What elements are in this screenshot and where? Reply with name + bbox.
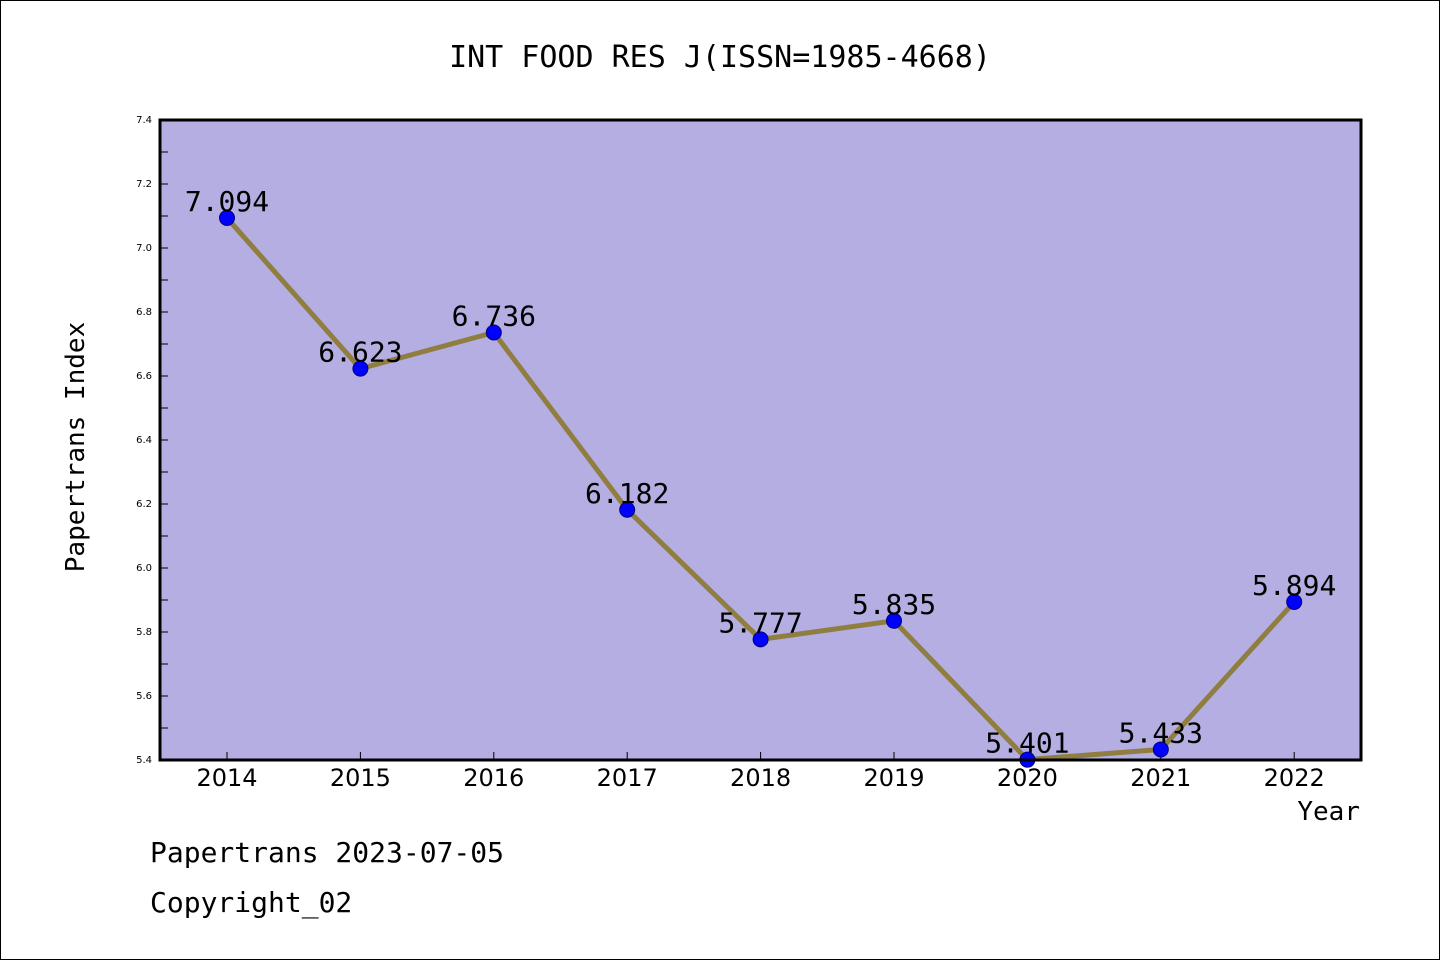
data-point [886, 612, 902, 629]
x-tick-label: 2021 [1130, 764, 1191, 792]
data-point [485, 324, 502, 341]
y-axis: 5.4 5.6 5.8 6.0 6.2 6.4 6.6 6.8 7.0 7.2 7.4 [136, 115, 168, 766]
plot-border [158, 118, 1363, 762]
y-tick-label: 7.0 [136, 243, 152, 254]
data-point [352, 360, 369, 377]
data-label: 6.736 [452, 299, 536, 332]
x-axis-label: Year [1297, 797, 1360, 827]
y-tick-label: 5.4 [136, 755, 152, 766]
y-tick-label: 6.8 [136, 307, 152, 318]
x-tick-label: 2022 [1264, 764, 1325, 792]
chart-title: INT FOOD RES J(ISSN=1985-4668) [449, 40, 991, 75]
data-point [619, 501, 636, 518]
data-label: 5.835 [852, 588, 936, 621]
x-tick-label: 2017 [597, 764, 658, 792]
data-label: 5.894 [1252, 569, 1336, 602]
data-point [1286, 593, 1303, 610]
x-axis: 2014 2015 2016 2017 2018 2019 2020 2021 2022 [196, 752, 1325, 792]
x-tick-label: 2020 [997, 764, 1058, 792]
footer-date: Papertrans 2023-07-05 [150, 836, 505, 869]
y-tick-label: 7.4 [136, 115, 152, 126]
x-tick-label: 2014 [196, 764, 257, 792]
footer-copyright: Copyright_02 [150, 886, 353, 919]
data-label: 5.777 [718, 606, 802, 639]
x-tick-label: 2019 [863, 764, 924, 792]
y-tick-label: 7.2 [136, 179, 152, 190]
data-point [1152, 741, 1169, 758]
series-line: 7.094 6.623 6.736 6.182 5.777 5.835 5.401 5.433… [185, 185, 1336, 768]
data-label: 5.401 [985, 727, 1069, 760]
data-point [219, 209, 235, 226]
y-tick-label: 6.4 [136, 435, 152, 446]
y-axis-label: Papertrans Index [61, 322, 91, 572]
data-label: 7.094 [185, 185, 269, 218]
data-point [752, 631, 769, 648]
y-tick-label: 6.2 [136, 499, 152, 510]
plot-area [160, 120, 1361, 760]
y-tick-label: 5.6 [136, 691, 152, 702]
data-label: 6.623 [318, 336, 402, 369]
y-tick-label: 6.6 [136, 371, 152, 382]
x-tick-label: 2018 [730, 764, 791, 792]
y-tick-label: 5.8 [136, 627, 152, 638]
y-tick-label: 6.0 [136, 563, 152, 574]
data-label: 5.433 [1119, 716, 1203, 749]
x-tick-label: 2016 [463, 764, 524, 792]
data-label: 6.182 [585, 477, 669, 510]
x-tick-label: 2015 [330, 764, 391, 792]
